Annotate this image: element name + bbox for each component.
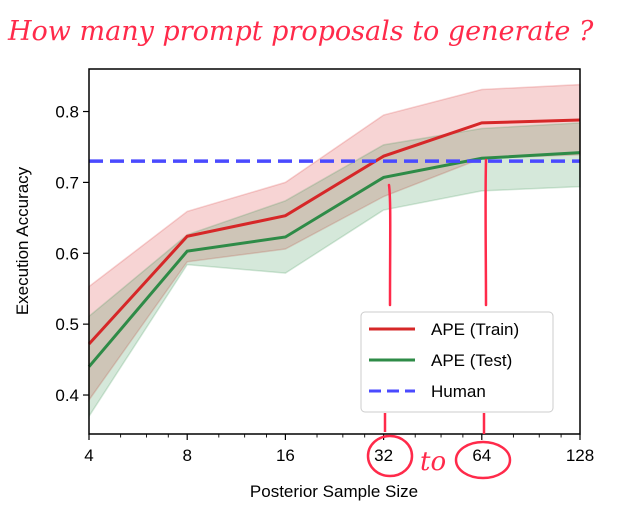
legend-label: Human — [431, 382, 486, 401]
x-tick-label: 32 — [374, 446, 393, 465]
y-tick-label: 0.4 — [55, 386, 79, 405]
y-tick-label: 0.7 — [55, 173, 79, 192]
legend-label: APE (Test) — [431, 351, 512, 370]
y-tick-label: 0.8 — [55, 103, 79, 122]
handwritten-circle-64 — [454, 440, 512, 480]
legend-box — [360, 311, 554, 413]
x-tick-label: 64 — [472, 446, 491, 465]
legend: APE (Train) APE (Test) Human — [360, 311, 554, 413]
x-tick-label: 128 — [566, 446, 594, 465]
legend-label: APE (Train) — [431, 320, 519, 339]
handwritten-circle-32 — [366, 434, 414, 478]
x-tick-label: 16 — [276, 446, 295, 465]
x-tick-label: 4 — [84, 446, 93, 465]
x-tick-label: 8 — [182, 446, 191, 465]
x-axis-label: Posterior Sample Size — [250, 482, 418, 501]
handwritten-question: How many prompt proposals to generate ? — [7, 16, 594, 47]
y-axis-label: Execution Accuracy — [13, 166, 32, 315]
series-line-ape-test — [87, 151, 581, 368]
y-tick-label: 0.5 — [55, 315, 79, 334]
series-line-ape-train — [87, 118, 581, 346]
plot-frame — [88, 68, 581, 435]
handwritten-to: to — [420, 447, 446, 477]
handwritten-line-32 — [387, 183, 392, 307]
y-tick-label: 0.6 — [55, 244, 79, 263]
